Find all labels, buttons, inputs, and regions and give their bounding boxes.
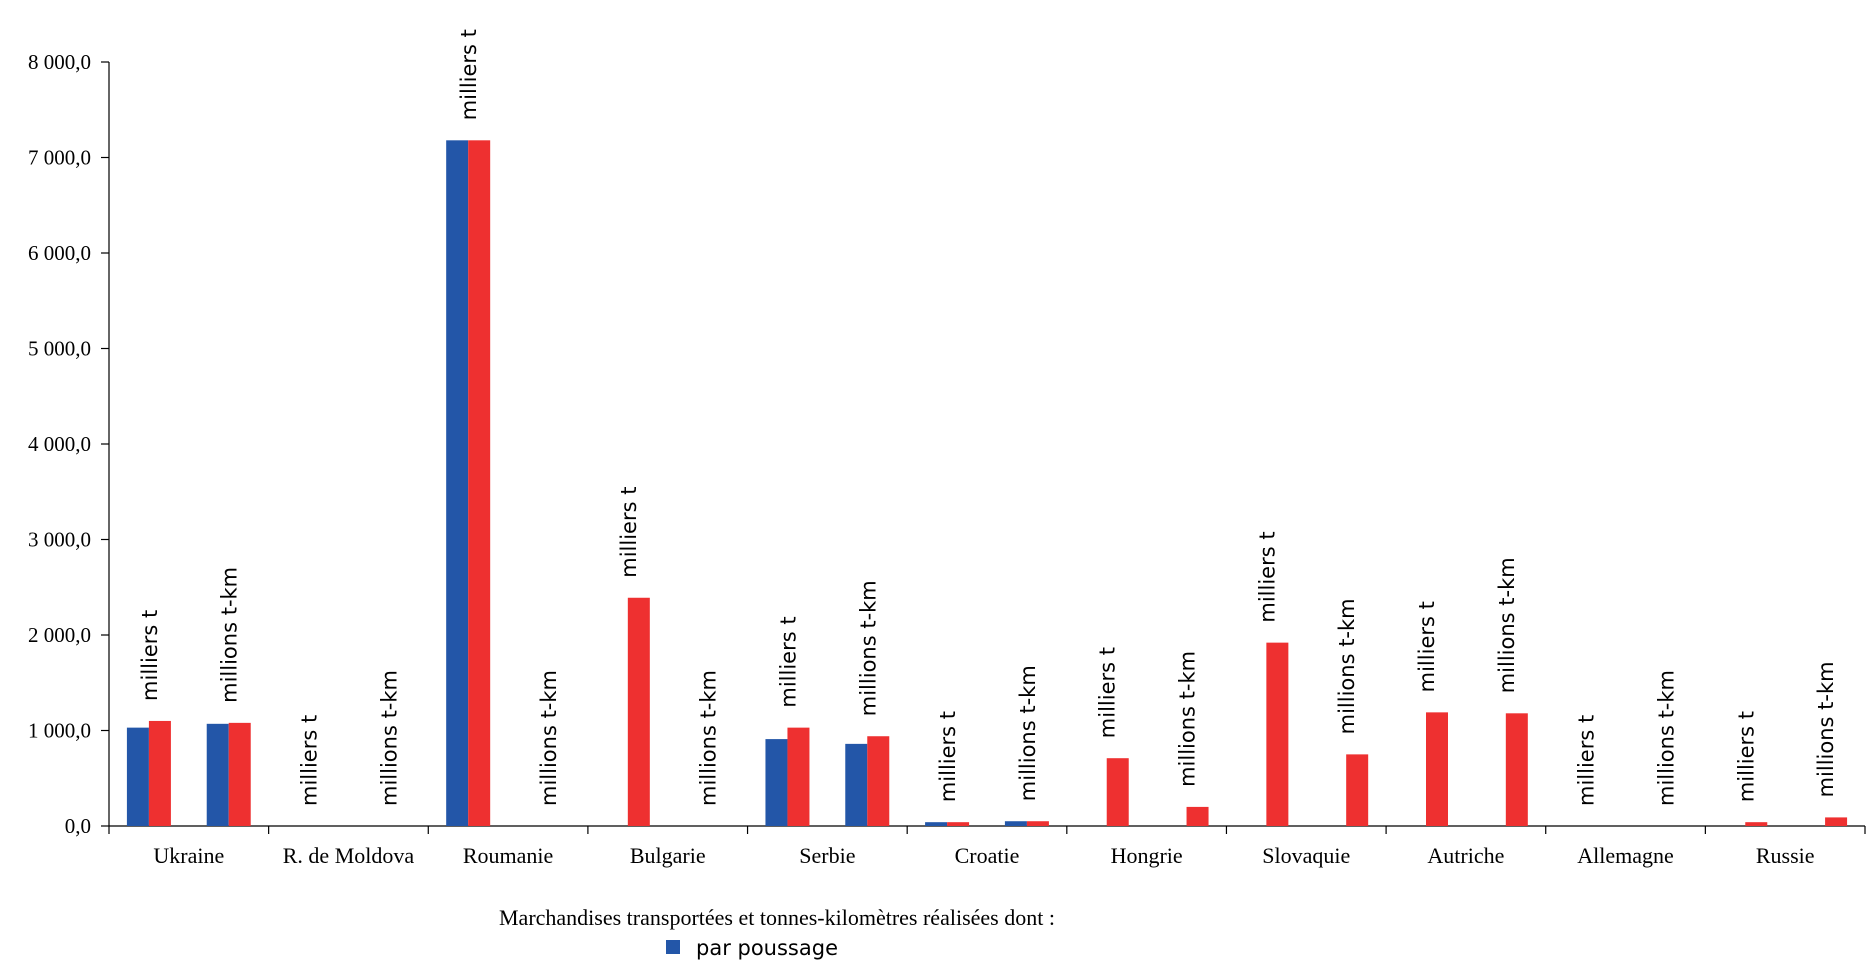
y-tick-label: 8 000,0 <box>28 50 91 74</box>
group-unit-label: milliers t <box>617 487 641 578</box>
bar-series-1 <box>446 140 469 826</box>
x-tick-label: Croatie <box>955 843 1020 868</box>
group-unit-label: millions t-km <box>1814 661 1838 797</box>
x-tick-label: R. de Moldova <box>283 843 415 868</box>
x-tick-label: Bulgarie <box>630 843 706 868</box>
y-tick-label: 7 000,0 <box>28 146 91 170</box>
group-unit-label: millions t-km <box>1495 557 1519 693</box>
group-unit-label: milliers t <box>1734 711 1758 802</box>
y-tick-label: 5 000,0 <box>28 337 91 361</box>
bar-series-2 <box>1186 806 1209 826</box>
x-tick-label: Slovaquie <box>1262 843 1350 868</box>
y-tick-label: 0,0 <box>65 814 91 838</box>
group-unit-label: milliers t <box>1255 531 1279 622</box>
bar-series-2 <box>867 736 890 826</box>
bar-series-2 <box>787 727 810 826</box>
legend-swatch-series-1 <box>666 940 680 954</box>
x-tick-label: Ukraine <box>153 843 224 868</box>
group-unit-label: milliers t <box>1575 715 1599 806</box>
bar-series-2 <box>148 720 171 826</box>
y-tick-label: 3 000,0 <box>28 528 91 552</box>
bar-series-1 <box>1004 821 1027 826</box>
chart-labels: milliers t millions t-km milliers t million… <box>138 29 1838 806</box>
bar-series-1 <box>845 743 868 826</box>
bar-series-2 <box>947 822 970 826</box>
bar-series-2 <box>1505 713 1528 826</box>
bar-series-2 <box>1026 821 1049 826</box>
group-unit-label: millions t-km <box>218 567 242 703</box>
group-unit-label: milliers t <box>1415 601 1439 692</box>
y-tick-label: 2 000,0 <box>28 623 91 647</box>
y-tick-label: 4 000,0 <box>28 432 91 456</box>
group-unit-label: milliers t <box>776 616 800 707</box>
bar-series-1 <box>126 727 149 826</box>
chart-axes: 0,0 1 000,0 2 000,0 3 000,0 4 000,0 5 000,0 6 … <box>28 50 1866 868</box>
group-unit-label: millions t-km <box>1176 651 1200 787</box>
x-tick-label: Hongrie <box>1111 843 1183 868</box>
y-tick-label: 6 000,0 <box>28 241 91 265</box>
group-unit-label: millions t-km <box>537 670 561 806</box>
bar-series-1 <box>206 723 229 826</box>
group-unit-label: millions t-km <box>1335 598 1359 734</box>
group-unit-label: milliers t <box>457 29 481 120</box>
bar-series-2 <box>228 722 251 826</box>
group-unit-label: millions t-km <box>1654 670 1678 806</box>
bar-series-1 <box>925 822 948 826</box>
chart-legend: Marchandises transportées et tonnes-kilo… <box>499 905 1055 960</box>
bar-series-2 <box>1106 758 1129 826</box>
x-tick-label: Russie <box>1756 843 1815 868</box>
legend-label-series-1: par poussage <box>696 936 838 960</box>
group-unit-label: milliers t <box>138 610 162 701</box>
y-tick-label: 1 000,0 <box>28 719 91 743</box>
x-tick-label: Allemagne <box>1577 843 1674 868</box>
bar-series-1 <box>765 739 788 826</box>
bar-series-2 <box>1745 822 1768 826</box>
group-unit-label: millions t-km <box>377 670 401 806</box>
group-unit-label: milliers t <box>1096 647 1120 738</box>
bar-series-2 <box>1825 817 1848 826</box>
group-unit-label: millions t-km <box>856 580 880 716</box>
chart-bars <box>126 140 1848 826</box>
bar-series-2 <box>627 597 650 826</box>
x-tick-label: Autriche <box>1427 843 1504 868</box>
bar-series-2 <box>1426 712 1448 826</box>
x-tick-label: Serbie <box>799 843 855 868</box>
bar-series-2 <box>468 140 491 826</box>
legend-title: Marchandises transportées et tonnes-kilo… <box>499 905 1055 930</box>
group-unit-label: milliers t <box>936 711 960 802</box>
group-unit-label: millions t-km <box>697 670 721 806</box>
x-tick-label: Roumanie <box>463 843 553 868</box>
group-unit-label: milliers t <box>298 715 322 806</box>
bar-series-2 <box>1346 754 1369 826</box>
bar-series-2 <box>1266 642 1289 826</box>
group-unit-label: millions t-km <box>1016 665 1040 801</box>
